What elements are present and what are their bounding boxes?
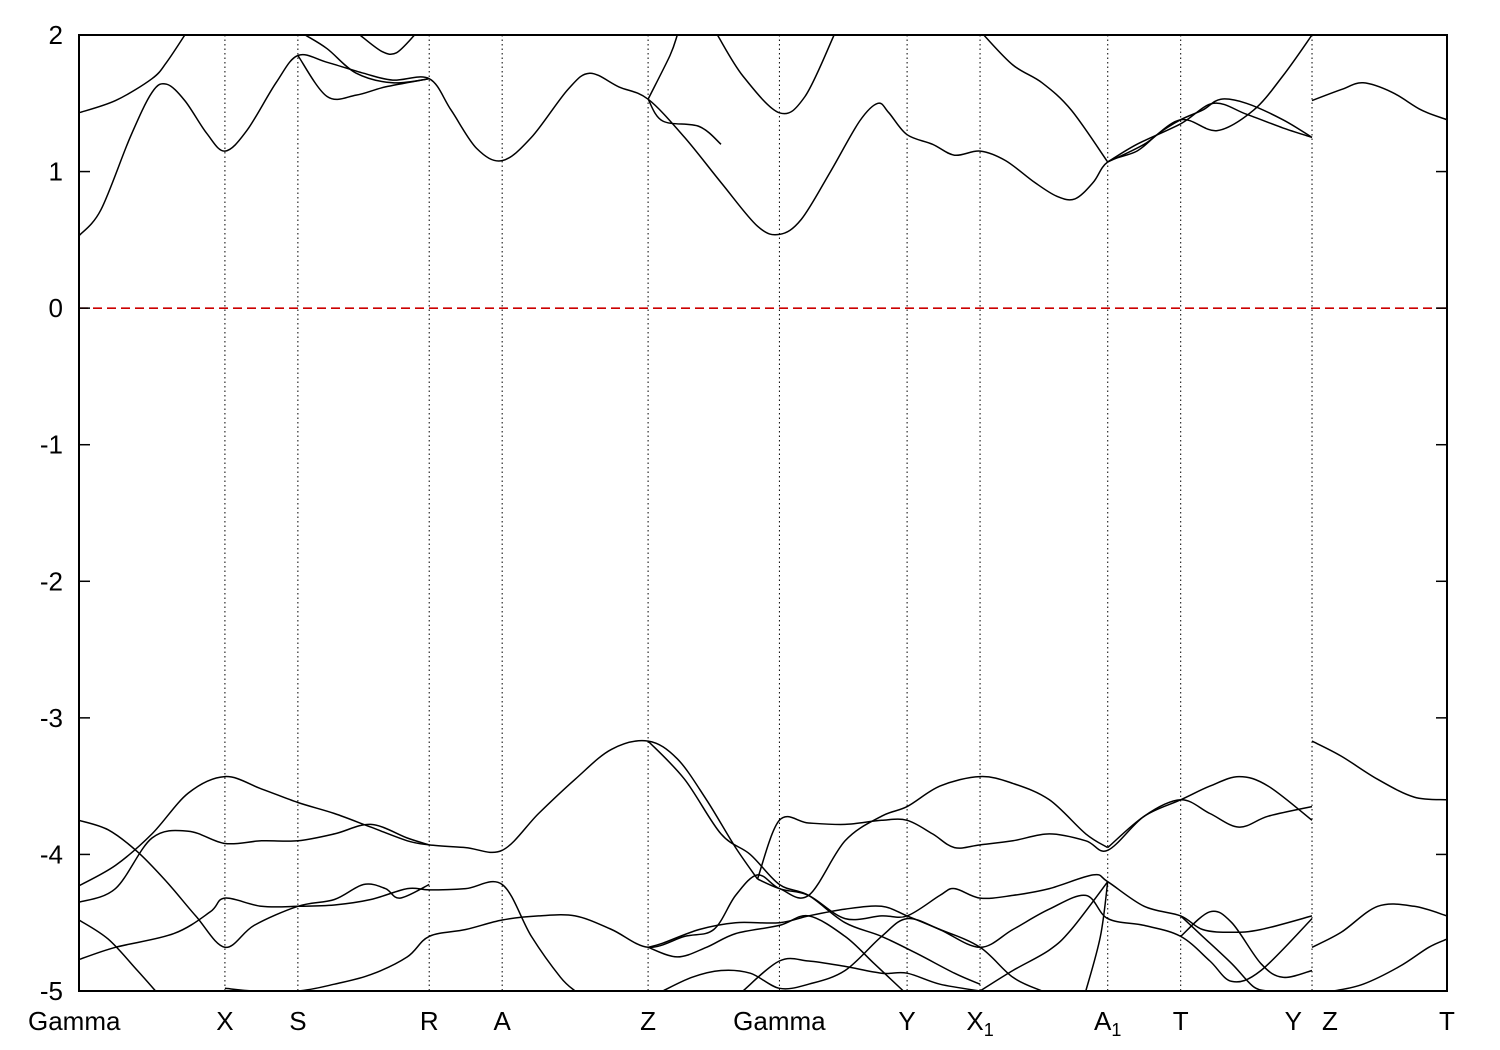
band-line (647, 740, 981, 985)
x-tick-label: T (1439, 1006, 1455, 1036)
x-tick-label: Y (898, 1006, 915, 1036)
band-line (756, 799, 1313, 880)
y-tick-label: 1 (49, 157, 63, 187)
y-tick-label: -4 (40, 839, 63, 869)
y-tick-label: 0 (49, 293, 63, 323)
axis-ticks (79, 34, 1447, 992)
band-line (304, 35, 430, 84)
x-tick-label: Z (1322, 1006, 1338, 1036)
band-line (359, 35, 416, 56)
y-tick-label: -5 (40, 976, 63, 1006)
band-line (1107, 35, 1313, 163)
band-line (647, 98, 722, 145)
x-tick-label: Gamma (733, 1006, 826, 1036)
x-tick-label: A (493, 1006, 511, 1036)
x-tick-label: Y (1285, 1006, 1302, 1036)
band-line (757, 775, 1109, 899)
band-line (224, 873, 1313, 991)
y-tick-label: -3 (40, 703, 63, 733)
y-tick-label: -1 (40, 430, 63, 460)
band-line (647, 914, 904, 991)
x-tick-label: Gamma (28, 1006, 121, 1036)
band-line (1311, 740, 1447, 801)
band-line (742, 957, 981, 991)
band-line (1333, 938, 1447, 991)
band-line (1311, 903, 1447, 948)
band-line (647, 35, 679, 100)
symmetry-gridlines (224, 35, 1313, 991)
band-line (1180, 910, 1313, 979)
band-line (662, 917, 1043, 991)
band-line (79, 823, 430, 903)
band-line (1107, 775, 1313, 849)
x-tick-label: R (420, 1006, 439, 1036)
band-line (1180, 915, 1269, 991)
band-line (79, 35, 186, 114)
band-line (79, 819, 430, 949)
x-tick-label: X1 (966, 1006, 993, 1040)
band-line (79, 739, 759, 887)
band-line (79, 880, 576, 991)
band-line (983, 35, 1109, 163)
band-line (1107, 102, 1313, 163)
y-tick-label: -2 (40, 566, 63, 596)
x-tick-label: Z (640, 1006, 656, 1036)
band-line (979, 881, 1109, 991)
bands-layer (79, 35, 1447, 991)
x-tick-label: S (289, 1006, 306, 1036)
band-line (297, 55, 430, 101)
x-tick-label: X (216, 1006, 233, 1036)
band-line (1085, 881, 1109, 991)
y-tick-label: 2 (49, 20, 63, 50)
band-line (79, 919, 157, 991)
band-line (79, 53, 1313, 237)
band-line (716, 35, 835, 115)
plot-frame (78, 34, 1448, 992)
x-tick-label: T (1173, 1006, 1189, 1036)
x-tick-label: A1 (1094, 1006, 1121, 1040)
band-line (1311, 82, 1447, 121)
